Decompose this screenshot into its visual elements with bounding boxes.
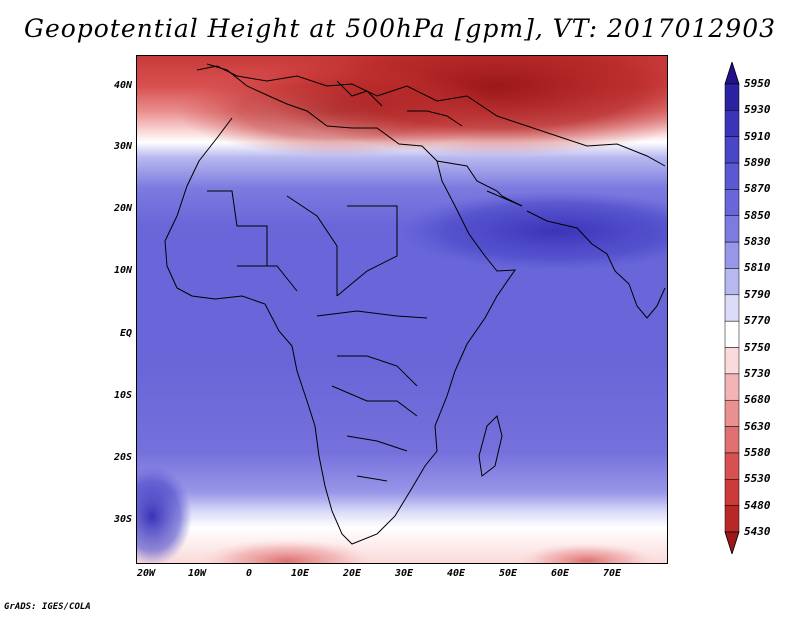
- lat-label-20s: 20S: [113, 452, 132, 463]
- colorbar: [724, 62, 740, 554]
- colorbar-bin: [724, 479, 740, 506]
- colorbar-bin: [724, 110, 740, 137]
- lat-label-30s: 30S: [113, 514, 132, 525]
- colorbar-level-label: 5750: [744, 340, 771, 354]
- lon-label-70e: 70E: [602, 568, 622, 579]
- lon-label-60e: 60E: [550, 568, 570, 579]
- colorbar-bin: [724, 426, 740, 454]
- colorbar-bin: [724, 452, 740, 480]
- colorbar-bin: [724, 373, 740, 401]
- colorbar-top-arrow: [724, 62, 740, 85]
- colorbar-level-label: 5870: [744, 182, 771, 196]
- lat-label-40n: 40N: [113, 80, 132, 91]
- colorbar-level-label: 5630: [744, 419, 771, 433]
- lon-label-0: 0: [245, 568, 253, 579]
- colorbar-level-label: 5790: [744, 287, 771, 301]
- colorbar-level-label: 5910: [744, 129, 771, 143]
- colorbar-bin: [724, 162, 740, 190]
- colorbar-bin: [724, 320, 740, 348]
- colorbar-bin: [724, 399, 740, 427]
- lat-label-30n: 30N: [113, 141, 132, 152]
- madagascar-outline: [478, 415, 503, 477]
- coastlines: [164, 63, 666, 545]
- colorbar-level-label: 5480: [744, 498, 771, 512]
- colorbar-bin: [724, 347, 740, 375]
- colorbar-level-label: 5810: [744, 261, 771, 275]
- trough-south: [197, 539, 377, 563]
- colorbar-level-label: 5430: [744, 525, 771, 538]
- colorbar-level-label: 5950: [744, 77, 771, 90]
- lon-label-50e: 50E: [498, 568, 518, 579]
- colorbar-level-label: 5730: [744, 366, 771, 380]
- map-plot: [136, 55, 668, 564]
- colorbar-level-label: 5850: [744, 208, 771, 222]
- colorbar-bin: [724, 189, 740, 217]
- colorbar-bottom-arrow: [724, 531, 740, 554]
- colorbar-level-label: 5890: [744, 156, 771, 170]
- lon-label-20w: 20W: [136, 568, 156, 579]
- colorbar-bin: [724, 294, 740, 322]
- colorbar-bin: [724, 268, 740, 296]
- colorbar-bin: [724, 136, 740, 164]
- ridge-east: [397, 191, 667, 271]
- colorbar-level-label: 5830: [744, 235, 771, 249]
- colorbar-bin: [724, 241, 740, 269]
- lon-label-40e: 40E: [446, 568, 466, 579]
- colorbar-level-label: 5580: [744, 445, 771, 459]
- colorbar-bin: [724, 83, 740, 111]
- lon-label-10e: 10E: [290, 568, 310, 579]
- colorbar-level-label: 5680: [744, 393, 771, 407]
- map-title: Geopotential Height at 500hPa [gpm], VT:…: [23, 14, 777, 43]
- lat-label-10s: 10S: [113, 390, 132, 401]
- colorbar-bin: [724, 505, 740, 533]
- lon-label-30e: 30E: [394, 568, 414, 579]
- colorbar-level-label: 5930: [744, 103, 771, 117]
- lat-label-20n: 20N: [113, 203, 132, 214]
- lon-label-10w: 10W: [187, 568, 207, 579]
- grads-credit: GrADS: IGES/COLA: [4, 602, 91, 612]
- colorbar-bin: [724, 215, 740, 243]
- height-field: [137, 56, 667, 563]
- lat-label-eq: EQ: [119, 328, 132, 339]
- colorbar-level-label: 5770: [744, 314, 771, 328]
- lon-label-20e: 20E: [342, 568, 362, 579]
- lat-label-10n: 10N: [113, 265, 132, 276]
- colorbar-level-label: 5530: [744, 472, 771, 486]
